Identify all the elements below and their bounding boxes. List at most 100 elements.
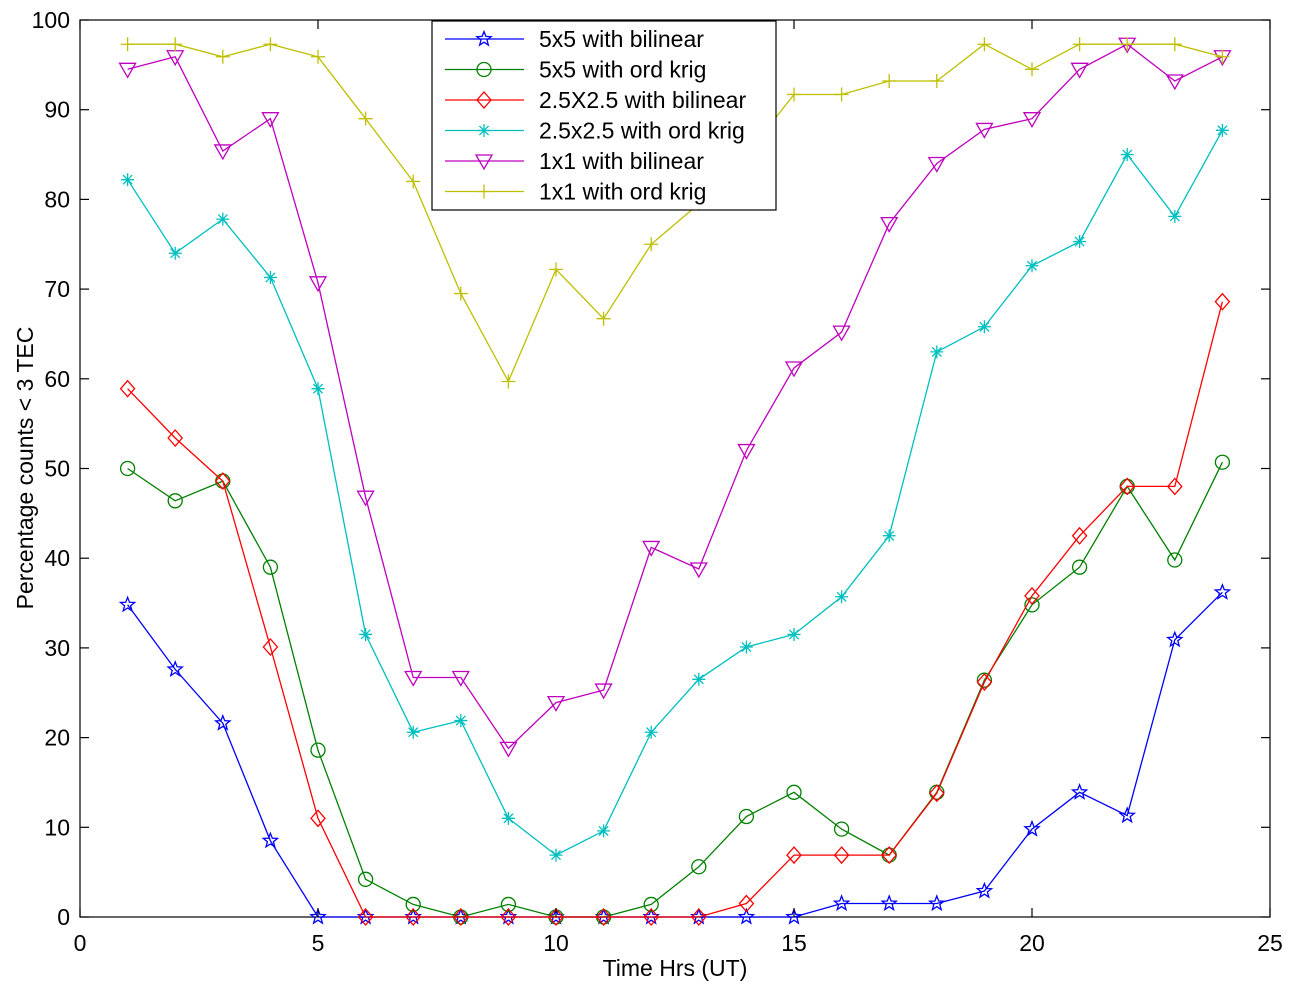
data-point-triangle — [784, 361, 804, 378]
data-point-asterisk — [644, 725, 658, 739]
y-tick-label: 80 — [44, 186, 70, 212]
data-point-star — [927, 894, 946, 912]
data-point-triangle — [499, 741, 518, 758]
series-layer — [118, 37, 1232, 926]
data-point-plus — [1025, 62, 1039, 77]
series-3 — [121, 123, 1229, 862]
data-point-diamond — [786, 846, 802, 865]
series-1 — [119, 454, 1231, 925]
y-axis-label: Percentage counts < 3 TEC — [12, 327, 38, 610]
data-point-circle — [833, 821, 850, 837]
legend-label: 1x1 with ord krig — [539, 179, 706, 205]
data-point-diamond — [595, 908, 612, 926]
data-point-star — [785, 907, 803, 925]
y-tick-label: 60 — [44, 366, 70, 392]
data-point-triangle — [404, 670, 423, 687]
data-point-asterisk — [216, 212, 230, 226]
data-point-circle — [643, 896, 659, 913]
legend-label: 2.5x2.5 with ord krig — [539, 118, 745, 144]
data-point-diamond — [690, 908, 707, 926]
data-point-circle — [1167, 552, 1183, 568]
data-point-star — [1023, 819, 1041, 837]
data-point-star — [118, 595, 137, 613]
data-point-star — [880, 894, 899, 912]
data-point-diamond — [548, 908, 564, 926]
data-point-star — [1165, 630, 1184, 648]
legend-label: 1x1 with bilinear — [539, 148, 704, 174]
data-point-circle — [357, 871, 374, 887]
y-tick-label: 100 — [32, 7, 70, 33]
data-point-plus — [168, 37, 183, 52]
x-tick-label: 20 — [1019, 930, 1045, 956]
data-point-plus — [1167, 37, 1182, 52]
y-tick-label: 40 — [44, 545, 70, 571]
data-point-star — [166, 660, 185, 677]
data-point-circle — [310, 742, 326, 758]
data-point-star — [1118, 806, 1137, 824]
y-tick-label: 90 — [44, 97, 70, 123]
data-point-circle — [1214, 454, 1231, 470]
series-line — [127, 43, 1223, 383]
data-point-circle — [1024, 597, 1040, 613]
data-point-star — [1070, 783, 1089, 800]
legend-box — [431, 20, 777, 211]
data-point-asterisk — [477, 124, 491, 137]
legend-entry: 5x5 with bilinear — [445, 26, 704, 52]
data-point-triangle — [308, 276, 328, 293]
data-point-triangle — [1070, 62, 1089, 79]
data-point-asterisk — [359, 627, 373, 641]
data-point-plus — [644, 237, 659, 252]
legend-entry: 2.5X2.5 with bilinear — [445, 87, 746, 113]
data-point-asterisk — [739, 640, 753, 654]
data-point-circle — [476, 61, 492, 78]
data-point-triangle — [118, 62, 137, 79]
data-point-triangle — [594, 683, 613, 700]
legend-entry: 5x5 with ord krig — [445, 57, 706, 83]
data-point-asterisk — [1120, 148, 1134, 162]
data-point-triangle — [451, 670, 470, 687]
data-point-asterisk — [597, 824, 611, 838]
data-point-triangle — [642, 540, 661, 557]
data-point-diamond — [1214, 292, 1231, 311]
data-point-triangle — [1022, 112, 1042, 128]
data-point-diamond — [500, 908, 517, 926]
series-line — [127, 461, 1223, 918]
data-point-circle — [691, 859, 707, 875]
data-point-star — [737, 907, 756, 925]
x-tick-label: 10 — [543, 930, 569, 956]
data-point-diamond — [167, 429, 184, 447]
data-point-plus — [977, 37, 992, 52]
data-point-diamond — [476, 91, 492, 109]
data-point-asterisk — [835, 590, 849, 604]
data-point-asterisk — [549, 848, 563, 862]
data-point-triangle — [832, 325, 851, 342]
data-point-diamond — [833, 846, 850, 865]
y-tick-label: 0 — [57, 904, 70, 930]
data-point-diamond — [405, 908, 422, 926]
data-point-diamond — [643, 908, 660, 926]
x-axis-label: Time Hrs (UT) — [603, 955, 748, 981]
data-point-plus — [215, 49, 230, 64]
data-point-plus — [501, 374, 516, 389]
data-point-asterisk — [1215, 123, 1229, 137]
data-point-asterisk — [406, 725, 420, 739]
data-point-circle — [738, 808, 755, 825]
legend-entry: 1x1 with bilinear — [445, 148, 704, 174]
data-point-plus — [263, 37, 278, 52]
data-point-asterisk — [930, 345, 944, 359]
data-point-asterisk — [501, 811, 515, 825]
data-point-triangle — [213, 144, 232, 161]
data-point-circle — [119, 460, 136, 477]
y-tick-label: 10 — [44, 814, 70, 840]
data-point-diamond — [119, 379, 136, 398]
data-point-star — [261, 831, 280, 849]
data-point-triangle — [737, 443, 756, 460]
data-point-diamond — [1024, 586, 1040, 605]
data-point-diamond — [452, 908, 469, 926]
x-tick-label: 15 — [781, 930, 807, 956]
data-point-asterisk — [168, 246, 182, 260]
y-tick-label: 70 — [44, 276, 70, 302]
data-point-plus — [929, 73, 944, 88]
legend-label: 5x5 with ord krig — [539, 57, 706, 83]
